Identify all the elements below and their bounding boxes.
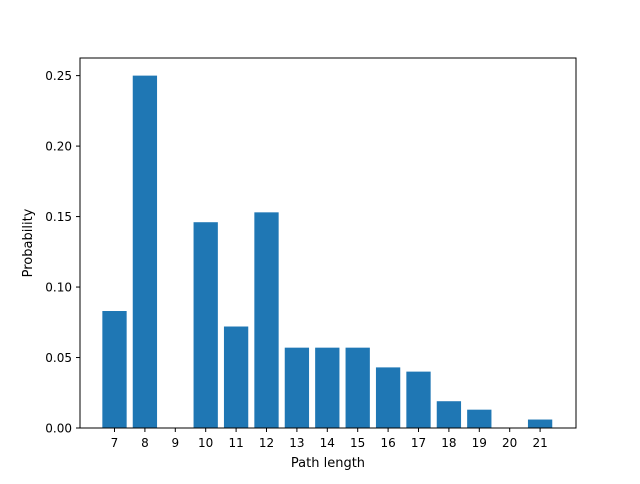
bar-8 — [132, 75, 158, 429]
x-tick-label-15: 15 — [350, 436, 365, 450]
bar-16 — [375, 367, 401, 428]
x-tick-label-9: 9 — [171, 436, 179, 450]
x-ticks-group: 7 8 9 10 11 12 13 14 15 16 17 18 19 20 21 — [111, 428, 548, 450]
plot-frame — [79, 57, 577, 429]
bar-13 — [284, 347, 310, 428]
y-tick-label-1: 0.05 — [45, 351, 72, 365]
bar-10 — [193, 222, 218, 428]
x-tick-label-20: 20 — [502, 436, 517, 450]
x-tick-label-14: 14 — [320, 436, 335, 450]
y-tick-label-3: 0.15 — [45, 210, 72, 224]
y-tick-label-2: 0.10 — [45, 281, 72, 295]
x-tick-label-7: 7 — [111, 436, 119, 450]
x-axis-label: Path length — [291, 456, 365, 471]
bar-11 — [223, 326, 249, 428]
x-tick-label-19: 19 — [472, 436, 487, 450]
bar-7 — [102, 311, 127, 428]
y-tick-label-4: 0.20 — [45, 140, 72, 154]
x-tick-label-12: 12 — [259, 436, 274, 450]
bar-17 — [406, 371, 431, 428]
x-tick-label-18: 18 — [441, 436, 456, 450]
x-tick-label-11: 11 — [228, 436, 243, 450]
x-tick-label-17: 17 — [411, 436, 426, 450]
bar-14 — [315, 347, 340, 428]
y-axis-label: Probability — [21, 208, 36, 277]
bar-19 — [467, 409, 492, 428]
bar-18 — [436, 401, 462, 428]
x-tick-label-16: 16 — [380, 436, 395, 450]
bars-group — [102, 75, 553, 429]
y-tick-label-5: 0.25 — [45, 69, 72, 83]
y-ticks-group: 0.00 0.05 0.10 0.15 0.20 0.25 — [45, 69, 80, 436]
x-tick-label-13: 13 — [289, 436, 304, 450]
x-tick-label-21: 21 — [532, 436, 547, 450]
x-tick-label-10: 10 — [198, 436, 213, 450]
bar-21 — [527, 419, 553, 428]
bar-15 — [345, 347, 370, 428]
bar-12 — [254, 212, 279, 428]
y-tick-label-0: 0.00 — [45, 422, 72, 436]
x-tick-label-8: 8 — [141, 436, 149, 450]
